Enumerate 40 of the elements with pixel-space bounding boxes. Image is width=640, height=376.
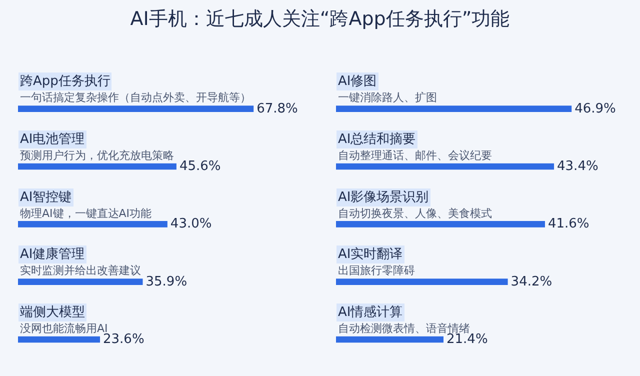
data-label: 41.6%: [548, 216, 590, 232]
data-label: 34.2%: [510, 274, 552, 290]
data-label: 21.4%: [446, 332, 488, 347]
category-label: AI智控键: [20, 190, 72, 205]
category-label: AI健康管理: [20, 247, 85, 262]
bar: [18, 163, 176, 170]
category-label: 跨App任务执行: [20, 74, 110, 89]
data-label: 45.6%: [179, 159, 221, 174]
annotation: 自动切换夜景、人像、美食模式: [338, 207, 492, 220]
annotation: 实时监测并给出改善建议: [20, 264, 141, 277]
category-label: 端侧大模型: [20, 305, 85, 320]
annotation: 一句话搞定复杂操作（自动点外卖、开导航等）: [20, 91, 251, 104]
category-label: AI修图: [338, 74, 377, 89]
data-label: 35.9%: [146, 274, 188, 290]
bar: [18, 336, 100, 343]
annotation: 自动整理通话、邮件、会议纪要: [338, 149, 492, 162]
bar: [336, 163, 554, 170]
annotation: 一键消除路人、扩图: [338, 91, 437, 104]
annotation: 自动检测微表情、语音情绪: [338, 322, 470, 335]
bar: [336, 106, 572, 112]
category-label: AI电池管理: [20, 132, 85, 147]
bar: [336, 336, 444, 343]
bar: [18, 221, 168, 228]
category-label: AI实时翻译: [338, 247, 403, 262]
bar: [18, 278, 143, 286]
category-label: AI总结和摘要: [338, 132, 416, 147]
data-label: 23.6%: [103, 332, 144, 347]
bar: [336, 221, 545, 228]
annotation: 物理AI键，一键直达AI功能: [20, 207, 152, 220]
annotation: 预测用户行为，优化充放电策略: [20, 149, 174, 162]
category-label: AI情感计算: [338, 305, 403, 320]
data-label: 43.0%: [170, 216, 212, 232]
bar: [18, 106, 254, 112]
data-label: 67.8%: [256, 101, 298, 116]
annotation: 出国旅行零障碍: [338, 264, 415, 277]
bar: [336, 278, 508, 286]
category-label: AI影像场景识别: [338, 190, 429, 205]
data-label: 46.9%: [574, 101, 616, 116]
text: AI手机：近七成人关注“跨App任务执行”功能: [129, 7, 511, 32]
data-label: 43.4%: [557, 159, 598, 174]
